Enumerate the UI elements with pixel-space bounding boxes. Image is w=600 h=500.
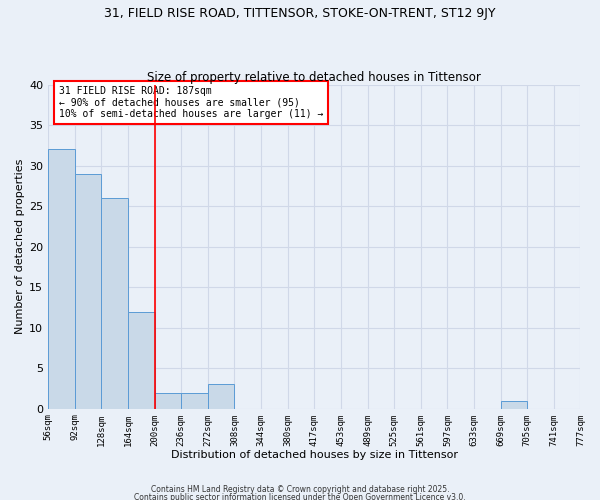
X-axis label: Distribution of detached houses by size in Tittensor: Distribution of detached houses by size … [171,450,458,460]
Text: 31 FIELD RISE ROAD: 187sqm
← 90% of detached houses are smaller (95)
10% of semi: 31 FIELD RISE ROAD: 187sqm ← 90% of deta… [59,86,323,120]
Bar [181,392,208,408]
Text: Contains public sector information licensed under the Open Government Licence v3: Contains public sector information licen… [134,492,466,500]
Bar [48,150,75,408]
Title: Size of property relative to detached houses in Tittensor: Size of property relative to detached ho… [148,70,481,84]
Bar [155,392,181,408]
Bar [75,174,101,408]
Bar [500,400,527,408]
Y-axis label: Number of detached properties: Number of detached properties [15,159,25,334]
Bar [128,312,155,408]
Bar [101,198,128,408]
Text: Contains HM Land Registry data © Crown copyright and database right 2025.: Contains HM Land Registry data © Crown c… [151,486,449,494]
Bar [208,384,235,408]
Text: 31, FIELD RISE ROAD, TITTENSOR, STOKE-ON-TRENT, ST12 9JY: 31, FIELD RISE ROAD, TITTENSOR, STOKE-ON… [104,8,496,20]
